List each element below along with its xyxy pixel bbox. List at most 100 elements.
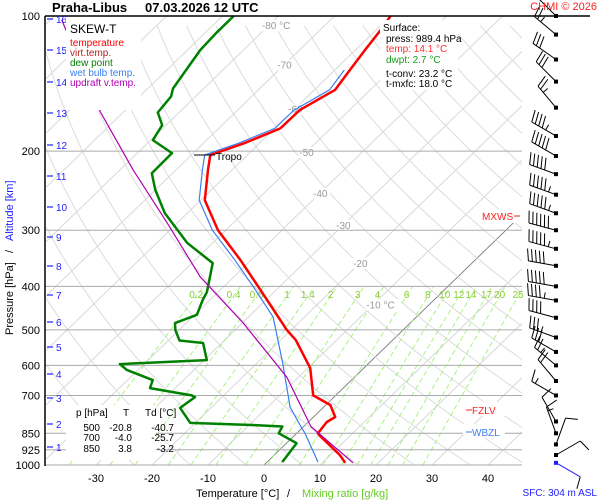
wind-barb-feather xyxy=(541,135,547,149)
isotherm-line xyxy=(46,16,503,460)
wind-barb-feather xyxy=(534,131,540,145)
wind-barb xyxy=(527,269,558,289)
wind-barb-dot xyxy=(554,211,558,216)
mixing-ratio-label: 12 xyxy=(453,290,465,301)
wind-barb-feather xyxy=(531,369,536,382)
wind-barb-dot xyxy=(554,349,558,354)
svg-text:-3.2: -3.2 xyxy=(157,444,175,455)
surface-dwpt: dwpt: 2.7 °C xyxy=(386,55,441,66)
altitude-tick-label: 10 xyxy=(56,203,68,214)
pressure-tick-label: 400 xyxy=(22,281,40,293)
series-wet-bulb-temp-line xyxy=(198,69,345,463)
wind-barb xyxy=(528,210,558,233)
wind-barb-half-feather xyxy=(540,347,545,353)
legend-updraft: updraft v.temp. xyxy=(70,78,136,89)
wind-barb xyxy=(531,129,558,158)
altitude-tick-label: 9 xyxy=(56,233,62,244)
wind-barb-staff xyxy=(535,61,557,82)
wind-barb xyxy=(529,315,558,340)
isotherm-line xyxy=(319,268,522,465)
wind-barb-dot xyxy=(554,79,558,84)
temperature-tick-label: 20 xyxy=(370,473,382,485)
isotherm-label: -50 xyxy=(299,148,314,159)
mxws-bg xyxy=(478,209,522,223)
wind-barb-feather xyxy=(536,175,539,188)
mixing-ratio-line xyxy=(370,286,478,465)
wind-barb-feather xyxy=(534,284,537,297)
wind-barb xyxy=(535,50,558,84)
sfc-label: SFC: 304 m ASL xyxy=(523,488,598,499)
y-axis-label: Pressure [hPa] xyxy=(4,262,16,335)
dry-adiabat-line xyxy=(46,225,248,465)
wind-barb-feather xyxy=(527,283,529,296)
wind-barb-dot xyxy=(554,32,558,37)
isotherm-label: -80 °C xyxy=(262,21,290,32)
mixing-ratio-label: 6 xyxy=(404,290,410,301)
mixing-ratio-label: 1 xyxy=(284,290,290,301)
wind-barb-half-feather xyxy=(547,240,551,247)
wind-barb xyxy=(531,109,558,138)
wind-barb xyxy=(537,75,558,110)
wind-barb-feather xyxy=(536,194,539,207)
wind-barb-dot xyxy=(554,192,558,197)
isotherm-label: -60 xyxy=(288,104,303,115)
wind-barb-dot xyxy=(554,419,558,424)
wind-barb-feather xyxy=(540,176,543,190)
wind-barb-feather xyxy=(536,318,539,331)
wind-barb-feather xyxy=(538,133,543,147)
wind-barb-feather xyxy=(532,316,536,330)
wind-barb-feather xyxy=(538,271,541,284)
fzlv-bg xyxy=(463,402,505,416)
wind-barb-feather xyxy=(531,109,536,123)
wind-barb-staff xyxy=(528,295,557,301)
wind-barb-feather xyxy=(534,111,540,125)
pressure-tick-label: 1000 xyxy=(16,460,40,472)
wind-barb-half-feather xyxy=(545,124,550,131)
wind-barb-feather xyxy=(532,153,536,166)
copyright: CHMI © 2026 xyxy=(530,1,597,13)
altitude-tick-label: 5 xyxy=(56,343,62,354)
surface-title: Surface: xyxy=(383,23,420,34)
wind-barb-dot xyxy=(554,284,558,289)
wind-barb xyxy=(527,248,558,268)
tropo-label: Tropo xyxy=(216,152,242,163)
mixing-ratio-label: 1.4 xyxy=(301,290,315,301)
wind-barb-staff xyxy=(532,43,557,60)
dry-adiabat-line xyxy=(215,25,522,361)
fzlv-label: FZLV xyxy=(472,406,496,417)
wind-barb-half-feather xyxy=(534,378,539,384)
mixing-ratio-line xyxy=(167,286,295,465)
wind-barb-feather xyxy=(540,352,549,363)
wind-barb-feather xyxy=(529,315,532,328)
profiles xyxy=(61,16,392,464)
isotherm-label-bg xyxy=(312,188,331,200)
mixing-ratio-line xyxy=(245,286,365,465)
mixing-ratio-line xyxy=(68,286,204,465)
temperature-tick-label: -20 xyxy=(144,473,160,485)
svg-text:850: 850 xyxy=(83,444,100,455)
isotherm-line xyxy=(544,16,600,465)
pressure-tick-label: 600 xyxy=(22,360,40,372)
legend-temperature: temperature xyxy=(70,38,124,49)
wind-barb-feather xyxy=(540,195,543,208)
summary-table xyxy=(66,405,156,460)
isotherm-label-bg xyxy=(276,59,295,71)
temperature-tick-label: 0 xyxy=(261,473,267,485)
wind-barb-feather xyxy=(530,249,533,262)
mixing-ratio-label: 17 xyxy=(481,290,493,301)
altitude-tick-label: 15 xyxy=(56,46,68,57)
wind-barb-staff xyxy=(529,164,557,175)
wind-barb-feather xyxy=(538,329,543,343)
legend-wet-bulb: wet bulb temp. xyxy=(69,68,135,79)
dry-adiabat-line xyxy=(332,25,522,230)
mixing-ratio-line xyxy=(402,286,506,465)
dry-adiabat-line xyxy=(46,296,192,465)
wind-barb-dot xyxy=(554,105,558,110)
wind-barb-feather xyxy=(538,250,541,264)
surface-box xyxy=(380,20,458,90)
table-header-p: p [hPa] xyxy=(76,408,108,419)
svg-text:-20.8: -20.8 xyxy=(109,423,132,434)
wind-barb xyxy=(554,460,581,489)
wind-barb-staff xyxy=(555,440,581,456)
wind-barb xyxy=(528,229,558,251)
